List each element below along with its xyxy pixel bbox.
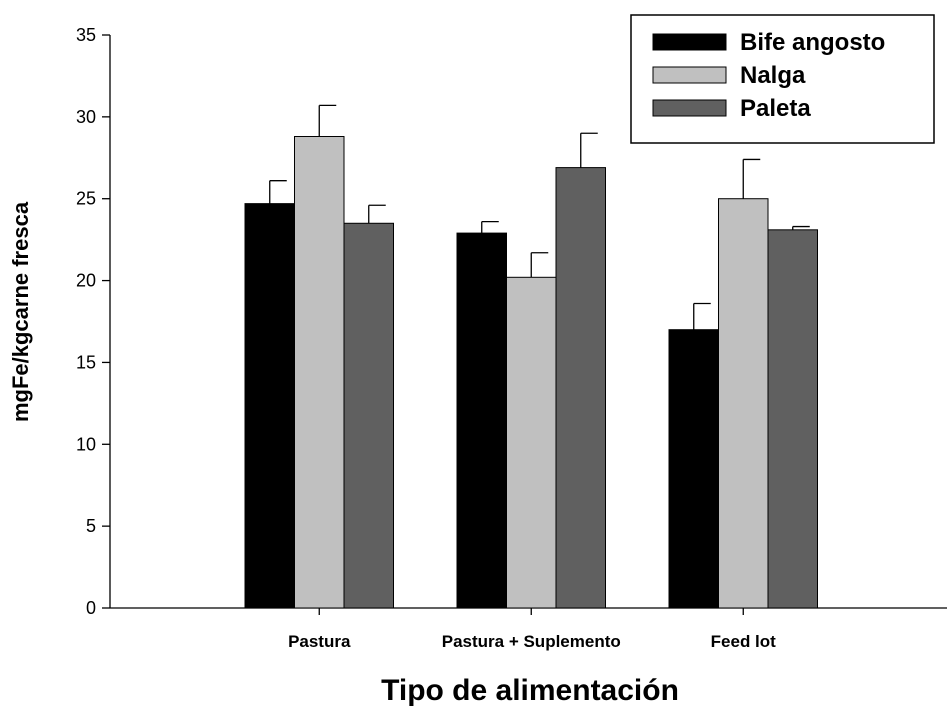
bar-paleta [344,223,394,608]
y-tick-label: 20 [76,271,96,291]
bar-paleta [768,230,818,608]
x-axis-title: Tipo de alimentación [381,674,679,706]
bars [245,105,818,608]
y-tick-label: 30 [76,107,96,127]
y-tick-label: 35 [76,25,96,45]
bar-bife-angosto [669,330,719,608]
legend-swatch [653,100,726,116]
legend-label: Paleta [740,95,811,122]
bar-nalga [507,277,557,608]
legend-label: Nalga [740,62,806,89]
legend-swatch [653,67,726,83]
bar-paleta [556,168,606,608]
bar-bife-angosto [457,233,507,608]
y-tick-label: 5 [86,516,96,536]
x-tick-label: Pastura [288,632,351,651]
y-tick-label: 10 [76,434,96,454]
y-tick-label: 15 [76,352,96,372]
legend: Bife angosto Nalga Paleta [631,15,934,143]
x-tick-label: Pastura + Suplemento [442,632,621,651]
bar-nalga [295,137,345,608]
x-tick-label: Feed lot [711,632,777,651]
bar-bife-angosto [245,204,295,608]
legend-label: Bife angosto [740,29,885,56]
y-tick-label: 25 [76,189,96,209]
y-tick-label: 0 [86,598,96,618]
legend-swatch [653,34,726,50]
y-axis-title: mgFe/kgcarne fresca [8,201,33,422]
bar-nalga [719,199,769,608]
